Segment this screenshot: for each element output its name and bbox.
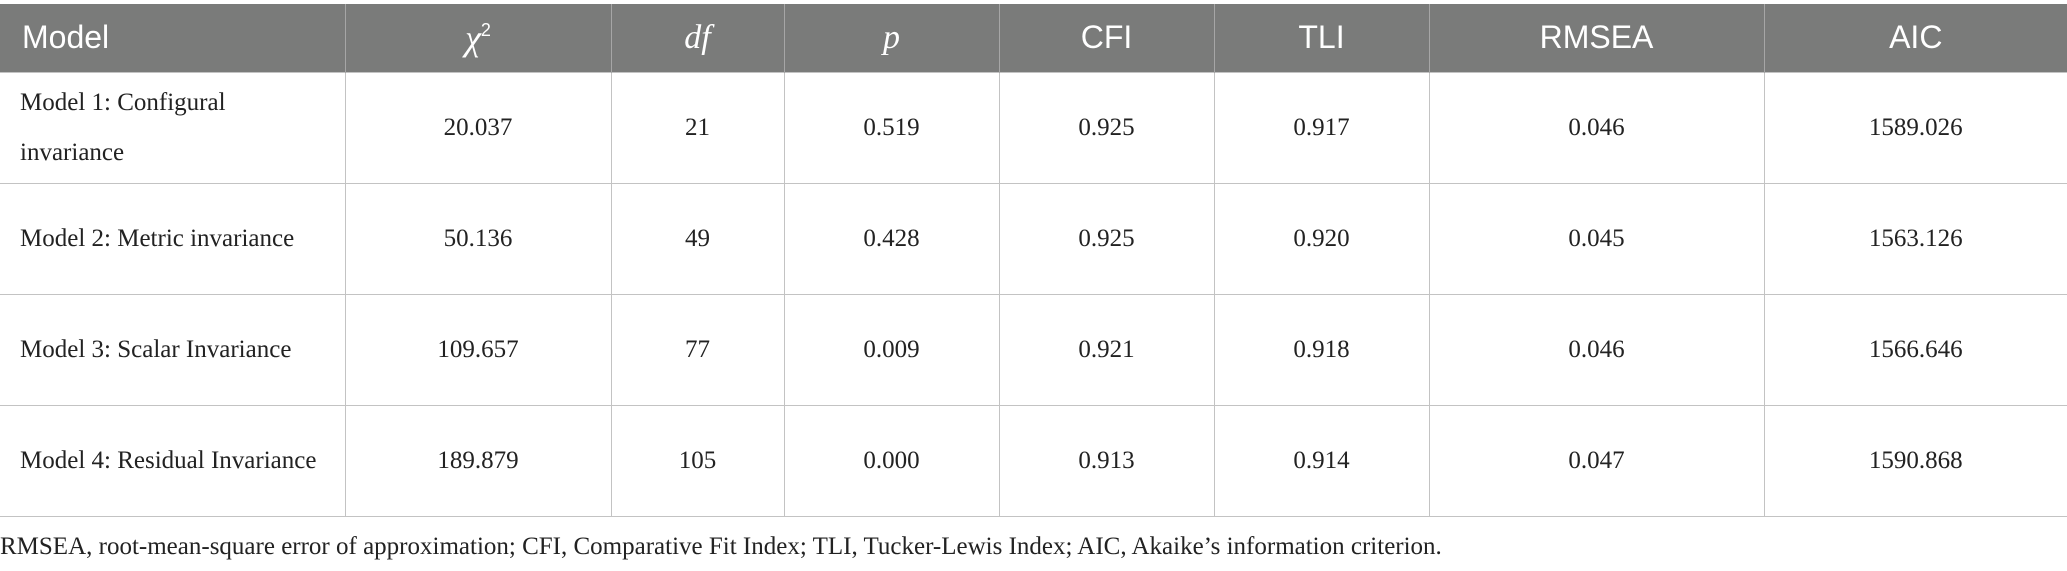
- cell-df: 21: [610, 71, 785, 184]
- cell-tli: 0.918: [1213, 293, 1430, 406]
- cell-chi2: 189.879: [344, 404, 612, 517]
- cell-tli: 0.914: [1213, 404, 1430, 517]
- cell-aic: 1589.026: [1763, 71, 2067, 184]
- table-footnote: RMSEA, root-mean-square error of approxi…: [0, 533, 1442, 560]
- header-model: Model: [0, 4, 346, 72]
- header-p-label: p: [883, 18, 900, 56]
- cell-cfi: 0.921: [998, 293, 1215, 406]
- cell-rmsea: 0.046: [1428, 71, 1765, 184]
- cell-p: 0.000: [783, 404, 1000, 517]
- header-chi-square: χ2: [345, 4, 612, 72]
- cell-rmsea: 0.045: [1428, 182, 1765, 295]
- cell-cfi: 0.925: [998, 182, 1215, 295]
- cell-p: 0.009: [783, 293, 1000, 406]
- cell-p: 0.519: [783, 71, 1000, 184]
- cell-tli: 0.920: [1213, 182, 1430, 295]
- cell-aic: 1566.646: [1763, 293, 2067, 406]
- cell-chi2: 20.037: [344, 71, 612, 184]
- cell-p: 0.428: [783, 182, 1000, 295]
- cell-cfi: 0.913: [998, 404, 1215, 517]
- header-rmsea: RMSEA: [1429, 4, 1765, 72]
- chi-superscript: 2: [480, 19, 491, 40]
- cell-rmsea: 0.046: [1428, 293, 1765, 406]
- header-df-label: df: [684, 18, 711, 56]
- table-row: Model 1: Configural invariance 20.037 21…: [0, 71, 2067, 184]
- cell-df: 49: [610, 182, 785, 295]
- cell-aic: 1590.868: [1763, 404, 2067, 517]
- cell-cfi: 0.925: [998, 71, 1215, 184]
- cell-df: 105: [610, 404, 785, 517]
- cell-rmsea: 0.047: [1428, 404, 1765, 517]
- header-p: p: [784, 4, 1000, 72]
- cell-chi2: 109.657: [344, 293, 612, 406]
- cell-df: 77: [610, 293, 785, 406]
- header-aic: AIC: [1889, 19, 1943, 56]
- cell-model: Model 3: Scalar Invariance: [0, 293, 346, 406]
- header-tli: TLI: [1214, 4, 1430, 72]
- cell-chi2: 50.136: [344, 182, 612, 295]
- table-row: Model 3: Scalar Invariance 109.657 77 0.…: [0, 293, 2067, 406]
- fit-indices-table: Model χ2 df p CFI TLI RMSEA AIC Model 1:…: [0, 4, 2067, 517]
- fit-indices-table-container: Model χ2 df p CFI TLI RMSEA AIC Model 1:…: [0, 4, 2067, 517]
- cell-model: Model 1: Configural invariance: [0, 71, 346, 184]
- table-header-row: Model χ2 df p CFI TLI RMSEA AIC: [0, 4, 2067, 72]
- cell-model: Model 2: Metric invariance: [0, 182, 346, 295]
- table-row: Model 4: Residual Invariance 189.879 105…: [0, 404, 2067, 517]
- cell-aic: 1563.126: [1763, 182, 2067, 295]
- header-df: df: [611, 4, 785, 72]
- cell-model: Model 4: Residual Invariance: [0, 404, 346, 517]
- table-row: Model 2: Metric invariance 50.136 49 0.4…: [0, 182, 2067, 295]
- cell-tli: 0.917: [1213, 71, 1430, 184]
- chi-symbol: χ: [465, 17, 481, 58]
- header-cfi: CFI: [999, 4, 1215, 72]
